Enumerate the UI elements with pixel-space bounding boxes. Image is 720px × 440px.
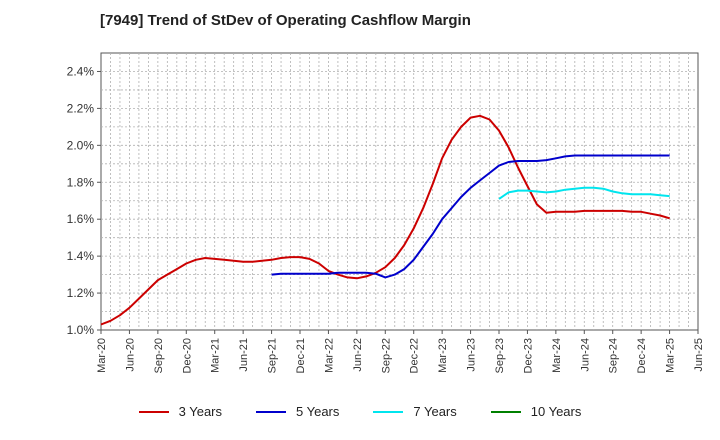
legend-label: 10 Years xyxy=(530,404,582,419)
y-tick-label: 1.0% xyxy=(67,323,95,337)
y-tick-label: 1.2% xyxy=(67,286,95,300)
x-tick-label: Mar-21 xyxy=(210,338,222,373)
legend-item: 5 Years xyxy=(256,404,339,419)
y-tick-label: 1.8% xyxy=(67,175,95,189)
legend-item: 7 Years xyxy=(373,404,457,419)
legend-item: 10 Years xyxy=(490,404,582,419)
x-tick-label: Jun-20 xyxy=(124,338,136,372)
x-tick-label: Sep-23 xyxy=(494,338,506,373)
series-line-5-years xyxy=(271,154,670,279)
plot-frame xyxy=(100,52,699,331)
legend-item: 3 Years xyxy=(138,404,222,419)
x-tick-label: Sep-21 xyxy=(267,338,279,373)
series-line-7-years xyxy=(498,186,670,200)
series-layer xyxy=(100,114,670,326)
legend-label: 3 Years xyxy=(178,404,222,419)
x-tick-label: Dec-23 xyxy=(522,338,534,373)
chart-title: [7949] Trend of StDev of Operating Cashf… xyxy=(100,12,471,29)
x-tick-label: Jun-25 xyxy=(693,338,705,372)
x-tick-label: Jun-22 xyxy=(352,338,364,372)
x-tick-label: Jun-24 xyxy=(579,338,591,372)
x-tick-label: Mar-23 xyxy=(437,338,449,373)
x-tick-label: Dec-20 xyxy=(181,338,193,373)
series-line-3-years xyxy=(100,114,670,326)
y-tick-label: 2.0% xyxy=(67,138,95,152)
x-tick-label: Dec-24 xyxy=(636,338,648,373)
x-tick-label: Jun-23 xyxy=(466,338,478,372)
x-tick-label: Sep-22 xyxy=(380,338,392,373)
y-tick-label: 1.4% xyxy=(67,249,95,263)
x-tick-label: Dec-21 xyxy=(295,338,307,373)
legend-swatch xyxy=(256,410,286,413)
x-tick-label: Jun-21 xyxy=(238,338,250,372)
y-tick-label: 1.6% xyxy=(67,212,95,226)
x-tick-label: Mar-20 xyxy=(96,338,108,373)
axis-layer: Mar-20 Jun-20 Sep-20 Dec-20 Mar-21 Jun-21 Sep-… xyxy=(67,64,705,373)
x-tick-label: Sep-24 xyxy=(608,338,620,373)
legend-label: 7 Years xyxy=(413,404,457,419)
x-tick-label: Mar-22 xyxy=(323,338,335,373)
y-tick-label: 2.2% xyxy=(67,101,95,115)
legend-swatch xyxy=(490,410,521,413)
x-tick-label: Dec-22 xyxy=(409,338,421,373)
x-tick-label: Mar-24 xyxy=(551,338,563,373)
x-tick-label: Mar-25 xyxy=(665,338,677,373)
legend: 3 Years 5 Years 7 Years 10 Years xyxy=(0,404,720,419)
legend-label: 5 Years xyxy=(296,404,340,419)
x-tick-label: Sep-20 xyxy=(153,338,165,373)
legend-swatch xyxy=(138,410,169,413)
legend-swatch xyxy=(373,410,404,413)
y-tick-label: 2.4% xyxy=(67,64,95,78)
grid-layer xyxy=(100,52,699,331)
